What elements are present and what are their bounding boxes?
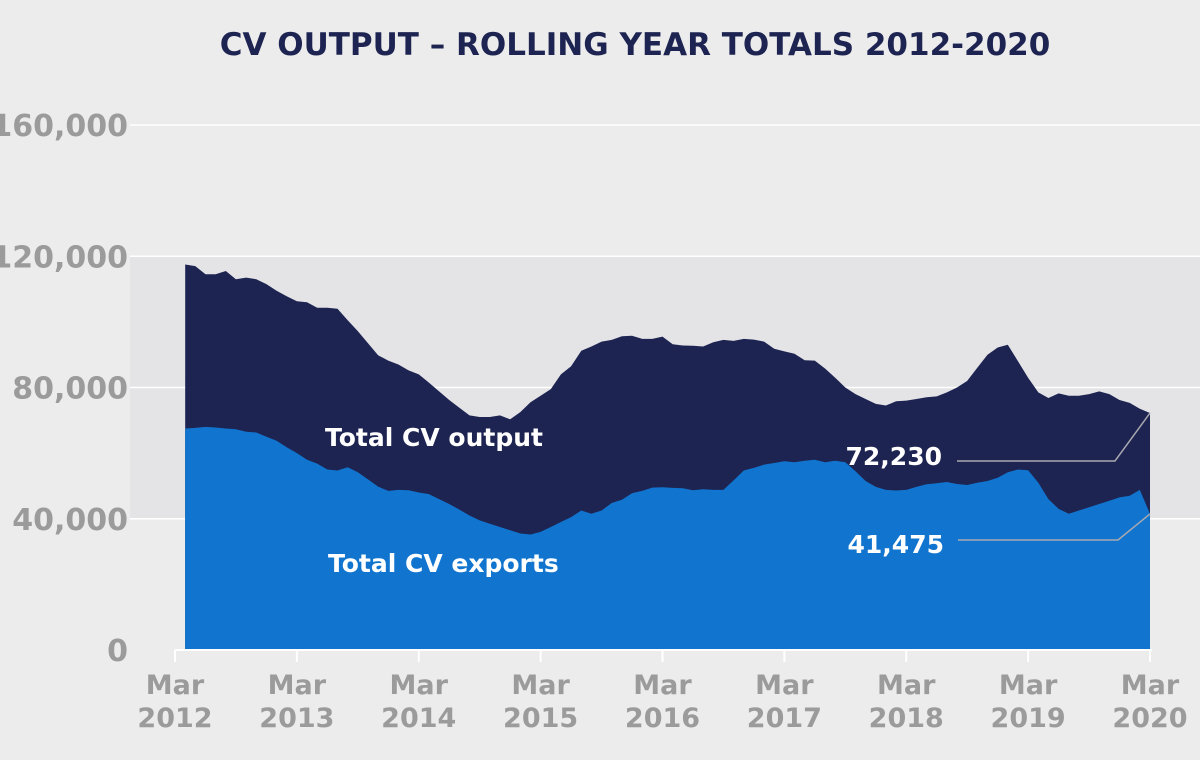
- y-tick-label: 80,000: [12, 372, 128, 407]
- x-tick-label: Mar 2020: [1112, 670, 1187, 734]
- axes: 0 40,000 80,000 120,000 160,000 Mar 2012 Mar 201…: [0, 109, 1188, 734]
- output-callout-line: [957, 412, 1151, 462]
- x-tick-label: Mar 2017: [747, 670, 822, 734]
- series-label-output: Total CV output: [325, 423, 543, 452]
- y-tick-label: 0: [107, 634, 128, 669]
- y-tick-label: 120,000: [0, 240, 128, 275]
- x-tick-label: Mar 2018: [869, 670, 944, 734]
- x-tick-label: Mar 2013: [259, 670, 334, 734]
- y-tick-label: 160,000: [0, 109, 128, 144]
- exports-callout-line: [958, 513, 1151, 541]
- series-label-exports: Total CV exports: [328, 549, 559, 578]
- y-tick-label: 40,000: [12, 503, 128, 538]
- exports-end-value-label: 41,475: [848, 530, 944, 559]
- output-end-value-label: 72,230: [846, 442, 942, 471]
- x-tick-label: Mar 2015: [503, 670, 578, 734]
- total-cv-exports-area: [185, 426, 1150, 650]
- annotations: Total CV output Total CV exports 72,230 41,…: [325, 412, 1151, 578]
- x-tick-label: Mar 2012: [137, 670, 212, 734]
- series-areas: [185, 264, 1150, 650]
- chart-title: CV OUTPUT – ROLLING YEAR TOTALS 2012-202…: [220, 27, 1051, 63]
- x-tick-label: Mar 2016: [625, 670, 700, 734]
- x-tick-label: Mar 2014: [381, 670, 456, 734]
- x-tick-label: Mar 2019: [991, 670, 1066, 734]
